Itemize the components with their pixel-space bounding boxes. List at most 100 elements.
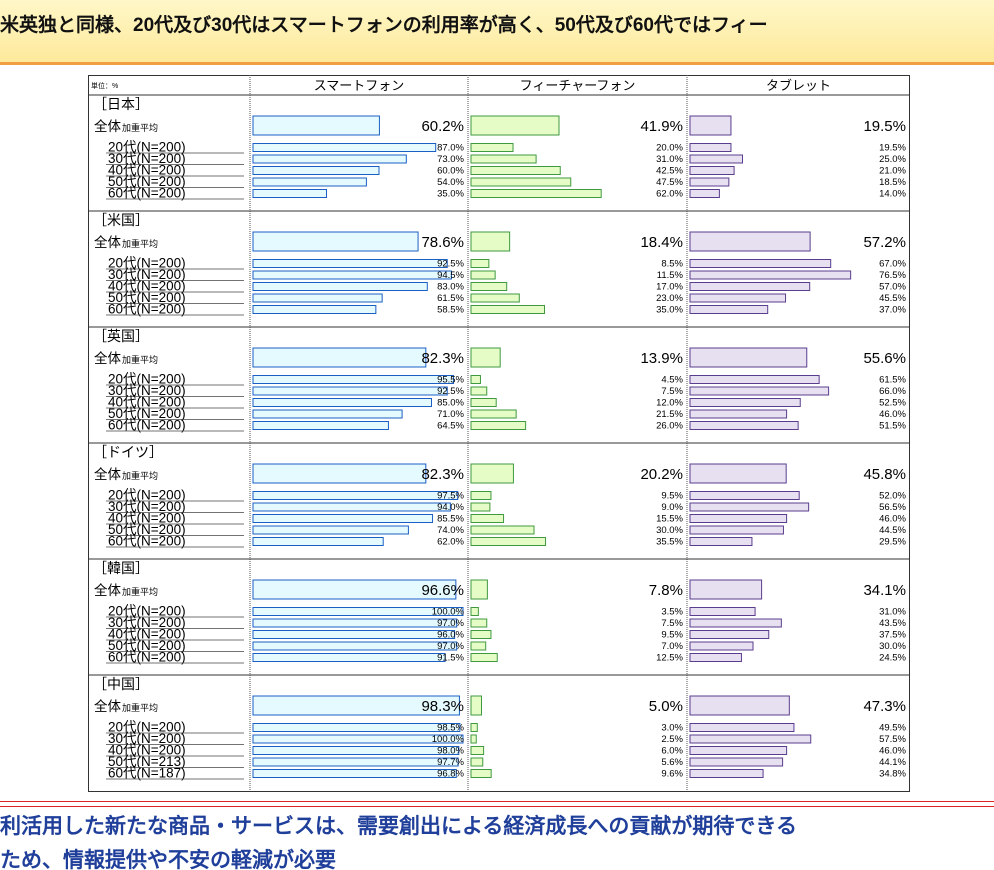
- value-label: 49.5%: [879, 723, 906, 734]
- value-label: 3.0%: [661, 723, 683, 734]
- column-header: タブレット: [766, 78, 831, 93]
- bar: [470, 630, 492, 639]
- value-label: 64.5%: [437, 421, 464, 432]
- bar: [689, 463, 787, 484]
- bar: [252, 514, 434, 523]
- value-label: 85.5%: [437, 514, 464, 525]
- value-label: 96.8%: [437, 769, 464, 780]
- value-label: 19.5%: [863, 118, 906, 135]
- bar: [689, 769, 764, 778]
- bar: [252, 421, 389, 430]
- bar: [689, 398, 801, 407]
- value-label: 96.0%: [437, 630, 464, 641]
- bar: [470, 746, 485, 755]
- bar: [252, 375, 455, 384]
- value-label: 30.0%: [656, 525, 683, 536]
- value-label: 67.0%: [879, 259, 906, 270]
- bar: [470, 259, 490, 268]
- value-label: 23.0%: [656, 293, 683, 304]
- group-name: ［ドイツ］: [93, 444, 163, 460]
- age-group-label: 30代(N=200): [108, 499, 186, 514]
- bar: [470, 270, 496, 280]
- value-label: 92.5%: [437, 386, 464, 397]
- age-group-label: 20代(N=200): [108, 372, 186, 387]
- header-divider: [0, 62, 994, 65]
- value-label: 20.0%: [656, 143, 683, 154]
- value-label: 100.0%: [432, 734, 465, 745]
- bar: [470, 514, 505, 523]
- bar: [252, 491, 459, 500]
- bar: [689, 282, 811, 291]
- value-label: 7.5%: [661, 386, 683, 397]
- bar: [252, 641, 458, 651]
- group-name: ［中国］: [93, 676, 149, 692]
- bar: [689, 231, 811, 252]
- age-group-label: 20代(N=200): [108, 488, 186, 503]
- bar: [689, 537, 753, 546]
- bar: [470, 421, 527, 430]
- age-group-label: 60代(N=200): [108, 534, 186, 549]
- bar: [470, 537, 547, 546]
- bar: [252, 282, 428, 291]
- value-label: 31.0%: [656, 154, 683, 165]
- value-label: 61.5%: [879, 375, 906, 386]
- bar: [470, 491, 492, 500]
- bar: [470, 305, 545, 314]
- overall-sublabel: 加重平均: [122, 586, 158, 597]
- bar: [252, 270, 452, 280]
- age-group-label: 60代(N=200): [108, 418, 186, 433]
- value-label: 9.5%: [661, 491, 683, 502]
- value-label: 82.3%: [421, 350, 464, 367]
- value-label: 18.5%: [879, 177, 906, 188]
- value-label: 45.8%: [863, 466, 906, 483]
- header-text: 米英独と同様、20代及び30代はスマートフォンの利用率が高く、50代及び60代で…: [0, 15, 768, 36]
- bar: [689, 723, 795, 732]
- bar: [252, 347, 427, 368]
- value-label: 60.2%: [421, 118, 464, 135]
- value-label: 9.0%: [661, 502, 683, 513]
- value-label: 35.0%: [656, 305, 683, 316]
- bar: [252, 189, 327, 198]
- value-label: 47.5%: [656, 177, 683, 188]
- bar: [470, 143, 514, 152]
- value-label: 8.5%: [661, 259, 683, 270]
- bar: [470, 386, 488, 396]
- value-label: 97.0%: [437, 618, 464, 629]
- value-label: 45.5%: [879, 293, 906, 304]
- value-label: 60.0%: [437, 166, 464, 177]
- value-label: 82.3%: [421, 466, 464, 483]
- bar: [689, 491, 800, 500]
- overall-sublabel: 加重平均: [122, 702, 158, 713]
- bar: [470, 154, 537, 164]
- overall-sublabel: 加重平均: [122, 122, 158, 133]
- overall-sublabel: 加重平均: [122, 470, 158, 481]
- value-label: 6.0%: [661, 746, 683, 757]
- bar: [470, 282, 508, 291]
- value-label: 46.0%: [879, 514, 906, 525]
- bar: [252, 259, 448, 268]
- bar: [689, 166, 735, 175]
- value-label: 76.5%: [879, 270, 906, 281]
- value-label: 42.5%: [656, 166, 683, 177]
- slide-footer: 利活用した新たな商品・サービスは、需要創出による経済成長への貢献が期待できる た…: [0, 808, 994, 870]
- bar: [689, 746, 788, 755]
- age-group-label: 20代(N=200): [108, 720, 186, 735]
- value-label: 20.2%: [640, 466, 683, 483]
- value-label: 44.5%: [879, 525, 906, 536]
- age-group-label: 50代(N=200): [108, 406, 186, 421]
- age-group-label: 30代(N=200): [108, 267, 186, 282]
- age-group-label: 30代(N=200): [108, 615, 186, 630]
- bar: [689, 154, 743, 164]
- value-label: 21.0%: [879, 166, 906, 177]
- bar: [470, 409, 517, 419]
- overall-sublabel: 加重平均: [122, 238, 158, 249]
- age-group-label: 50代(N=200): [108, 174, 186, 189]
- age-group-label: 60代(N=200): [108, 302, 186, 317]
- age-group-label: 40代(N=200): [108, 279, 186, 294]
- group-name: ［日本］: [93, 96, 149, 112]
- footer-divider: [0, 801, 994, 807]
- value-label: 97.0%: [437, 641, 464, 652]
- bar: [252, 757, 459, 767]
- bar: [689, 525, 784, 535]
- usage-rate-chart: 単位：% スマートフォン フィーチャーフォン タブレット［日本］全体加重平均 60.2%…: [88, 75, 910, 792]
